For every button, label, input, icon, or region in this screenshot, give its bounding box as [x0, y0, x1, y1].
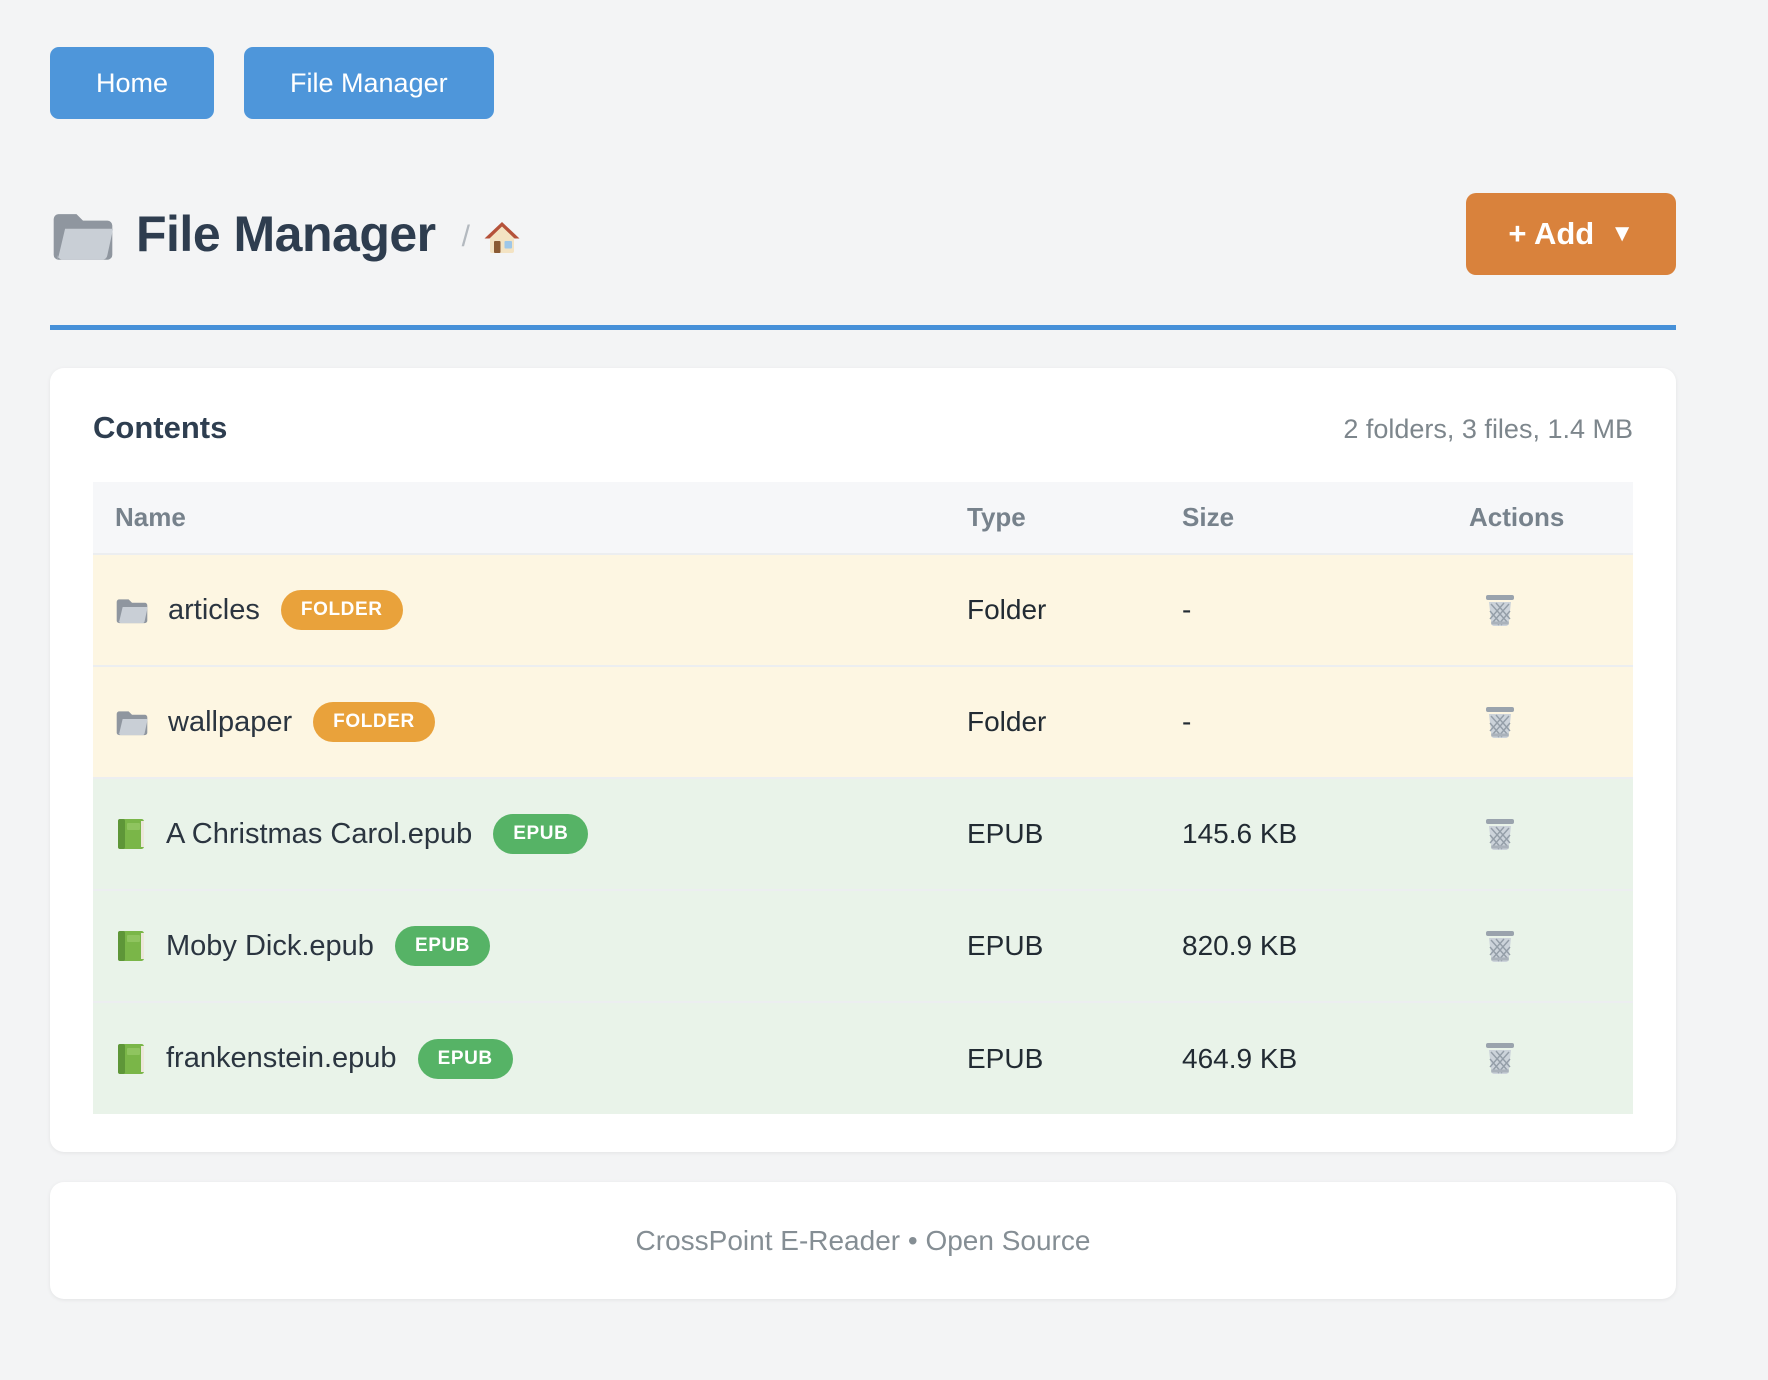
folder-icon [116, 599, 148, 624]
trash-icon [1486, 930, 1514, 962]
contents-card: Contents 2 folders, 3 files, 1.4 MB Name… [50, 368, 1676, 1152]
book-icon [115, 929, 147, 963]
size-cell: - [1182, 594, 1192, 625]
delete-button[interactable] [1479, 811, 1521, 858]
folder-icon [115, 595, 149, 625]
file-name[interactable]: A Christmas Carol.epub [166, 817, 473, 850]
type-badge: FOLDER [280, 590, 403, 630]
nav-home-button[interactable]: Home [50, 47, 215, 119]
contents-summary: 2 folders, 3 files, 1.4 MB [1343, 414, 1633, 444]
size-cell: - [1182, 706, 1192, 737]
book-icon [118, 819, 144, 849]
delete-button[interactable] [1479, 699, 1521, 746]
trash-icon [1486, 818, 1514, 850]
file-name[interactable]: frankenstein.epub [166, 1042, 397, 1074]
size-cell: 464.9 KB [1182, 1042, 1298, 1074]
trash-icon [1486, 706, 1514, 738]
top-nav: Home File Manager [50, 47, 1676, 119]
column-header-type: Type [967, 482, 1182, 554]
page: Home File Manager File Manager / [50, 0, 1676, 1299]
title-row: File Manager / + Add ▼ [50, 193, 1676, 275]
type-badge: EPUB [493, 814, 589, 854]
table-row: Moby Dick.epub EPUB EPUB 820.9 KB [93, 890, 1633, 1002]
file-name[interactable]: wallpaper [168, 705, 293, 738]
book-icon [115, 1042, 147, 1076]
add-button-label: + Add [1508, 216, 1595, 251]
add-button[interactable]: + Add ▼ [1466, 193, 1676, 275]
title-divider [50, 325, 1676, 330]
table-row: wallpaper FOLDER Folder - [93, 666, 1633, 778]
delete-button[interactable] [1479, 923, 1521, 970]
breadcrumb-home[interactable] [484, 220, 520, 254]
type-cell: EPUB [967, 1042, 1044, 1074]
card-title: Contents [93, 410, 228, 445]
nav-file-manager-button[interactable]: File Manager [244, 47, 494, 119]
folder-icon [115, 707, 149, 737]
home-icon [484, 220, 520, 254]
file-name[interactable]: Moby Dick.epub [166, 929, 374, 962]
table-row: A Christmas Carol.epub EPUB EPUB 145.6 K… [93, 778, 1633, 890]
type-badge: FOLDER [313, 702, 435, 742]
type-cell: Folder [967, 706, 1047, 737]
delete-button[interactable] [1479, 1035, 1521, 1082]
breadcrumb-separator: / [461, 220, 470, 253]
delete-button[interactable] [1479, 587, 1521, 634]
page-title: File Manager [136, 206, 436, 262]
folder-icon [116, 711, 148, 736]
table-header-row: Name Type Size Actions [93, 482, 1633, 554]
column-header-actions: Actions [1469, 482, 1633, 554]
type-badge: EPUB [394, 926, 491, 966]
table-row: articles FOLDER Folder - [93, 554, 1633, 666]
type-cell: EPUB [967, 818, 1044, 849]
file-name[interactable]: articles [168, 593, 260, 626]
table-row: frankenstein.epub EPUB EPUB 464.9 KB [93, 1002, 1633, 1114]
book-icon [115, 817, 147, 851]
footer-text: CrossPoint E-Reader • Open Source [635, 1224, 1091, 1256]
type-cell: EPUB [967, 930, 1044, 961]
size-cell: 145.6 KB [1182, 818, 1298, 849]
size-cell: 820.9 KB [1182, 930, 1298, 961]
card-header: Contents 2 folders, 3 files, 1.4 MB [93, 410, 1633, 446]
footer: CrossPoint E-Reader • Open Source [50, 1182, 1676, 1299]
book-icon [118, 1043, 144, 1074]
column-header-size: Size [1182, 482, 1469, 554]
book-icon [118, 931, 144, 961]
file-table: Name Type Size Actions articles FOLDER F… [93, 482, 1633, 1114]
type-badge: EPUB [417, 1038, 513, 1079]
column-header-name: Name [93, 482, 967, 554]
caret-down-icon: ▼ [1610, 220, 1634, 247]
folder-icon [50, 206, 116, 263]
trash-icon [1486, 1043, 1514, 1075]
trash-icon [1486, 594, 1514, 626]
type-cell: Folder [967, 594, 1047, 625]
